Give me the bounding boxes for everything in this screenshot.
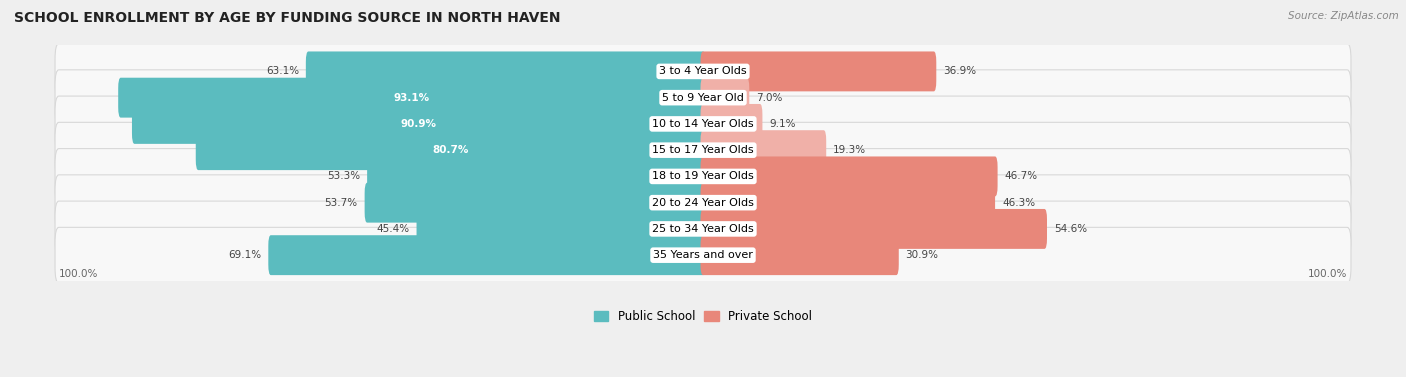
Text: 93.1%: 93.1% [394,93,430,103]
Text: 100.0%: 100.0% [59,268,98,279]
Text: 10 to 14 Year Olds: 10 to 14 Year Olds [652,119,754,129]
Text: 35 Years and over: 35 Years and over [652,250,754,260]
Text: 80.7%: 80.7% [433,145,468,155]
FancyBboxPatch shape [364,183,706,222]
FancyBboxPatch shape [55,201,1351,257]
FancyBboxPatch shape [700,156,998,196]
FancyBboxPatch shape [700,51,936,91]
FancyBboxPatch shape [307,51,706,91]
Text: 19.3%: 19.3% [834,145,866,155]
FancyBboxPatch shape [700,78,749,118]
Text: 46.7%: 46.7% [1004,172,1038,181]
FancyBboxPatch shape [416,209,706,249]
FancyBboxPatch shape [700,104,762,144]
FancyBboxPatch shape [700,183,995,222]
Text: 63.1%: 63.1% [266,66,299,77]
FancyBboxPatch shape [367,156,706,196]
Text: 9.1%: 9.1% [769,119,796,129]
Text: SCHOOL ENROLLMENT BY AGE BY FUNDING SOURCE IN NORTH HAVEN: SCHOOL ENROLLMENT BY AGE BY FUNDING SOUR… [14,11,561,25]
FancyBboxPatch shape [700,130,827,170]
Text: 20 to 24 Year Olds: 20 to 24 Year Olds [652,198,754,208]
Text: Source: ZipAtlas.com: Source: ZipAtlas.com [1288,11,1399,21]
FancyBboxPatch shape [55,175,1351,230]
Text: 15 to 17 Year Olds: 15 to 17 Year Olds [652,145,754,155]
Text: 46.3%: 46.3% [1002,198,1035,208]
FancyBboxPatch shape [195,130,706,170]
FancyBboxPatch shape [55,70,1351,126]
FancyBboxPatch shape [55,227,1351,283]
FancyBboxPatch shape [700,209,1047,249]
Text: 45.4%: 45.4% [377,224,409,234]
FancyBboxPatch shape [118,78,706,118]
Text: 90.9%: 90.9% [401,119,437,129]
Text: 53.7%: 53.7% [325,198,357,208]
Text: 36.9%: 36.9% [943,66,976,77]
Text: 7.0%: 7.0% [756,93,783,103]
FancyBboxPatch shape [55,123,1351,178]
FancyBboxPatch shape [132,104,706,144]
FancyBboxPatch shape [55,96,1351,152]
Text: 53.3%: 53.3% [328,172,360,181]
FancyBboxPatch shape [55,149,1351,204]
Text: 18 to 19 Year Olds: 18 to 19 Year Olds [652,172,754,181]
Text: 54.6%: 54.6% [1054,224,1087,234]
FancyBboxPatch shape [269,235,706,275]
Text: 25 to 34 Year Olds: 25 to 34 Year Olds [652,224,754,234]
Text: 3 to 4 Year Olds: 3 to 4 Year Olds [659,66,747,77]
Legend: Public School, Private School: Public School, Private School [589,305,817,328]
FancyBboxPatch shape [55,44,1351,99]
FancyBboxPatch shape [700,235,898,275]
Text: 69.1%: 69.1% [228,250,262,260]
Text: 5 to 9 Year Old: 5 to 9 Year Old [662,93,744,103]
Text: 100.0%: 100.0% [1308,268,1347,279]
Text: 30.9%: 30.9% [905,250,939,260]
